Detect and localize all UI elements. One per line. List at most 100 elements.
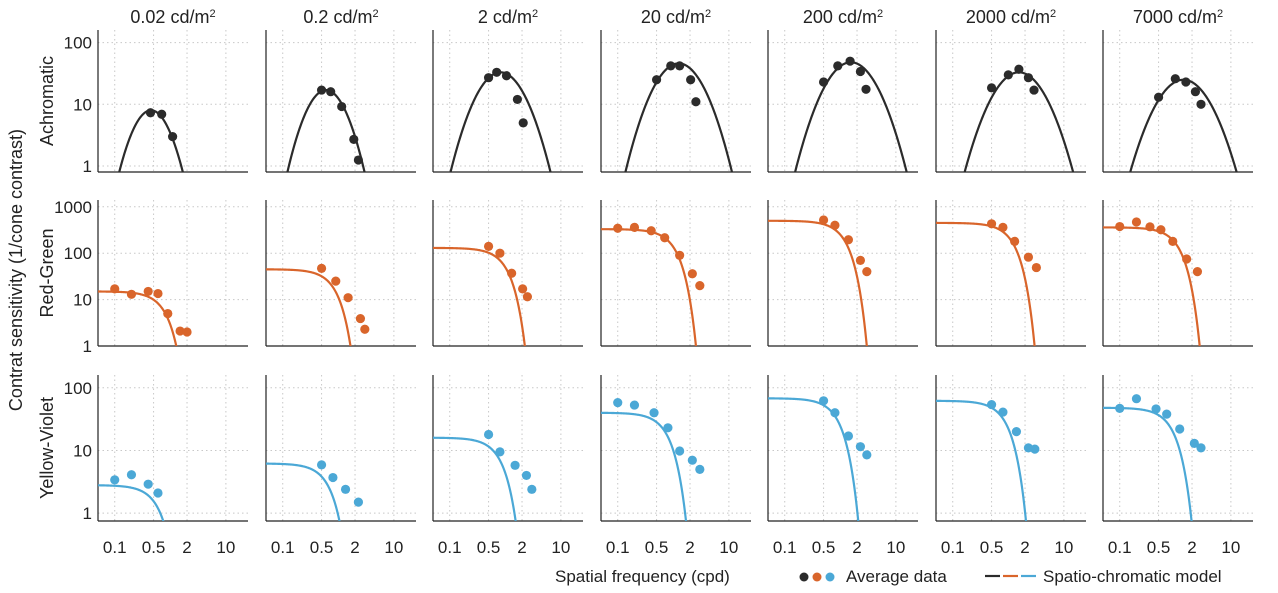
y-tick-label: 1 xyxy=(83,337,92,356)
panel xyxy=(935,30,1086,173)
x-tick-label: 0.5 xyxy=(980,538,1004,557)
x-tick-label: 0.1 xyxy=(103,538,127,557)
data-point xyxy=(521,470,532,481)
row-label: Yellow-Violet xyxy=(37,397,57,499)
x-tick-label: 2 xyxy=(1020,538,1029,557)
data-point xyxy=(818,215,829,225)
data-point xyxy=(495,447,505,457)
data-point xyxy=(986,219,997,229)
panel xyxy=(432,200,583,347)
model-curve xyxy=(601,411,688,521)
data-point xyxy=(510,460,520,470)
legend-marker-blue xyxy=(825,572,835,582)
column-title: 2000 cd/m2 xyxy=(966,7,1056,27)
data-point xyxy=(483,241,494,252)
data-point xyxy=(501,71,512,81)
panel xyxy=(935,375,1086,522)
data-point xyxy=(833,61,843,71)
x-tick-label: 0.5 xyxy=(477,538,501,557)
model-curve xyxy=(768,397,860,521)
panel xyxy=(767,200,918,347)
legend-marker-dark xyxy=(799,572,809,582)
data-point xyxy=(175,326,185,336)
model-curve xyxy=(98,484,165,521)
data-point xyxy=(153,488,163,498)
data-point xyxy=(495,248,505,258)
data-point xyxy=(360,324,370,334)
data-point xyxy=(182,327,192,337)
y-tick-label: 100 xyxy=(64,34,92,53)
y-tick-label: 10 xyxy=(73,291,92,310)
data-point xyxy=(143,286,153,297)
panel xyxy=(1102,200,1253,347)
row-label: Red-Green xyxy=(37,228,57,317)
data-point xyxy=(153,288,163,299)
data-point xyxy=(675,250,685,260)
data-point xyxy=(126,470,137,480)
data-point xyxy=(1182,254,1192,264)
panel xyxy=(600,375,751,522)
model-curve xyxy=(936,399,1028,521)
data-point xyxy=(168,131,178,142)
data-point xyxy=(687,269,697,279)
data-point xyxy=(483,73,494,83)
data-point xyxy=(507,268,517,278)
x-tick-label: 2 xyxy=(1187,538,1196,557)
model-curve xyxy=(266,268,352,346)
x-tick-label: 10 xyxy=(384,538,403,557)
data-point xyxy=(830,408,840,418)
data-point xyxy=(998,407,1008,417)
model-curve xyxy=(1103,226,1201,346)
x-tick-label: 0.1 xyxy=(271,538,295,557)
y-tick-label: 100 xyxy=(64,379,92,398)
data-point xyxy=(1168,236,1178,246)
data-point xyxy=(695,281,705,291)
data-point xyxy=(522,292,533,302)
data-point xyxy=(1162,409,1172,419)
panel xyxy=(265,375,416,522)
y-tick-label: 1 xyxy=(83,504,92,523)
data-point xyxy=(1151,404,1161,414)
data-point xyxy=(1196,99,1206,109)
data-point xyxy=(1014,64,1024,74)
data-point xyxy=(666,61,676,71)
data-point xyxy=(340,484,351,494)
data-point xyxy=(998,222,1008,232)
model-curve xyxy=(98,290,178,346)
x-tick-label: 2 xyxy=(685,538,694,557)
panel xyxy=(432,375,583,522)
model-curve xyxy=(768,219,868,346)
data-point xyxy=(663,423,673,433)
x-tick-label: 0.1 xyxy=(606,538,630,557)
data-point xyxy=(675,446,685,456)
data-point xyxy=(613,398,623,408)
data-point xyxy=(355,313,366,324)
panel xyxy=(600,200,751,347)
data-point xyxy=(316,85,327,95)
row-label: Achromatic xyxy=(37,56,57,146)
data-point xyxy=(862,450,872,460)
data-point xyxy=(527,484,537,494)
data-point xyxy=(1030,444,1040,454)
y-tick-label: 100 xyxy=(64,244,92,263)
data-point xyxy=(483,429,494,440)
data-point xyxy=(675,61,685,71)
data-point xyxy=(126,289,137,299)
data-point xyxy=(830,220,840,230)
data-point xyxy=(629,222,640,232)
legend-data-label: Average data xyxy=(846,567,947,586)
data-point xyxy=(1023,252,1034,262)
x-tick-label: 10 xyxy=(551,538,570,557)
data-point xyxy=(1115,403,1125,413)
y-tick-label: 10 xyxy=(73,95,92,114)
data-point xyxy=(855,255,866,265)
column-title: 200 cd/m2 xyxy=(803,7,883,27)
y-tick-label: 1 xyxy=(83,157,92,176)
data-point xyxy=(145,108,156,118)
legend: Average data Spatio-chromatic model xyxy=(799,567,1222,586)
x-tick-label: 0.5 xyxy=(142,538,166,557)
data-point xyxy=(649,408,659,418)
model-curve xyxy=(1103,406,1193,521)
data-point xyxy=(1190,87,1201,97)
data-point xyxy=(1145,222,1155,232)
